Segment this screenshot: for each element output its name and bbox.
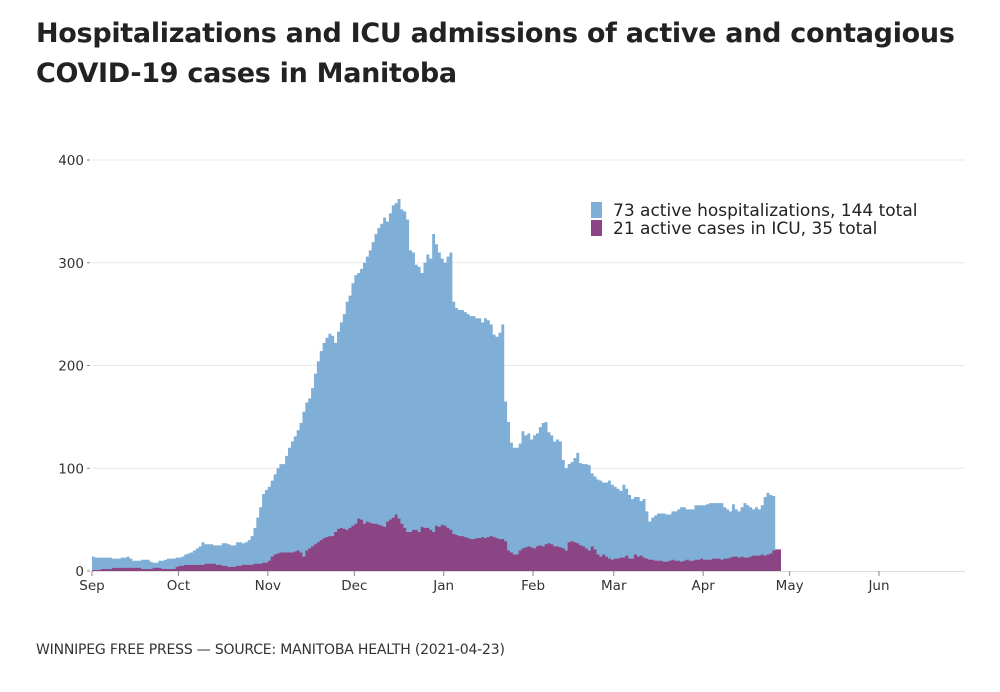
plot-areas	[92, 199, 781, 572]
area-icu	[92, 514, 781, 571]
x-tick-label: Jan	[432, 578, 454, 594]
y-tick-label: 200	[58, 359, 84, 375]
y-tick-label: 300	[58, 256, 84, 272]
x-tick-label: May	[776, 578, 804, 594]
x-tick-label: Dec	[341, 578, 367, 594]
legend-swatch-icu	[591, 220, 602, 236]
legend-label-icu: 21 active cases in ICU, 35 total	[613, 219, 877, 239]
area-hospitalizations	[92, 199, 776, 572]
x-tick-label: Oct	[167, 578, 190, 594]
x-tick-label: Feb	[521, 578, 545, 594]
x-tick-label: Apr	[691, 578, 715, 594]
chart-title: Hospitalizations and ICU admissions of a…	[36, 18, 955, 89]
x-tick-label: Sep	[79, 578, 104, 594]
axes: 0 100 200 300 400 Sep Oct Nov Dec Jan Feb Mar Apr May…	[58, 153, 965, 594]
legend-swatch-hospitalizations	[591, 202, 602, 218]
source-credit: WINNIPEG FREE PRESS — SOURCE: MANITOBA H…	[36, 642, 505, 658]
x-tick-label: Jun	[867, 578, 889, 594]
y-tick-label: 400	[58, 153, 84, 169]
legend: 73 active hospitalizations, 144 total21 …	[591, 201, 917, 239]
y-tick-label: 100	[58, 461, 84, 477]
y-tick-label: 0	[75, 564, 84, 580]
legend-label-hospitalizations: 73 active hospitalizations, 144 total	[613, 201, 917, 221]
x-tick-label: Mar	[601, 578, 627, 594]
x-tick-label: Nov	[255, 578, 281, 594]
